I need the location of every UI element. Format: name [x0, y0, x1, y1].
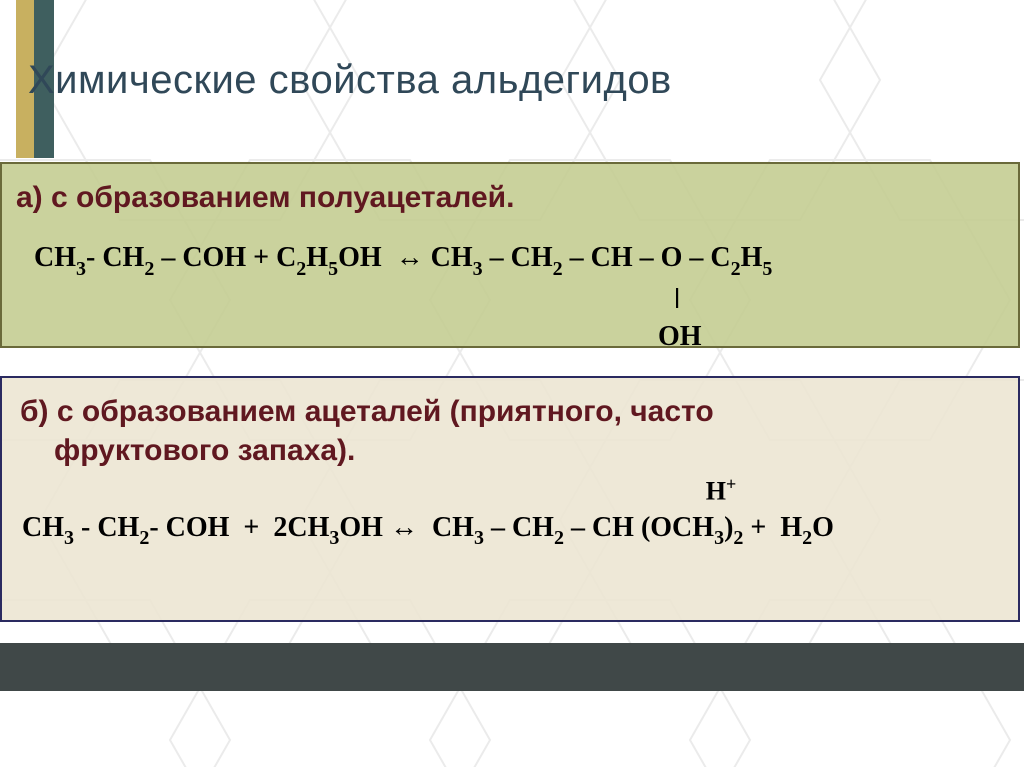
formula-a-line2: ǀ — [34, 281, 1002, 319]
section-a-heading: а) с образованием полуацеталей. — [16, 178, 1002, 217]
catalyst-label: H+ — [20, 474, 1002, 507]
section-b-heading-line2: фруктового запаха). — [20, 431, 1002, 470]
bottom-bar — [0, 643, 1024, 691]
section-a-box: а) с образованием полуацеталей. CH3- CH2… — [0, 162, 1020, 348]
formula-b-line1: CH3 - CH2- COH + 2CH3OH ↔ CH3 – CH2 – CH… — [22, 509, 1002, 551]
section-b-formula: CH3 - CH2- COH + 2CH3OH ↔ CH3 – CH2 – CH… — [20, 509, 1002, 551]
formula-a-line1: CH3- CH2 – COH + C2H5OH ↔ CH3 – CH2 – CH… — [34, 239, 1002, 281]
section-b-box: б) с образованием ацеталей (приятного, ч… — [0, 376, 1020, 622]
page-title: Химические свойства альдегидов — [28, 58, 672, 103]
formula-a-line3: OH — [34, 318, 1002, 356]
section-a-formula: CH3- CH2 – COH + C2H5OH ↔ CH3 – CH2 – CH… — [16, 239, 1002, 356]
section-b-heading-line1: б) с образованием ацеталей (приятного, ч… — [20, 392, 1002, 431]
